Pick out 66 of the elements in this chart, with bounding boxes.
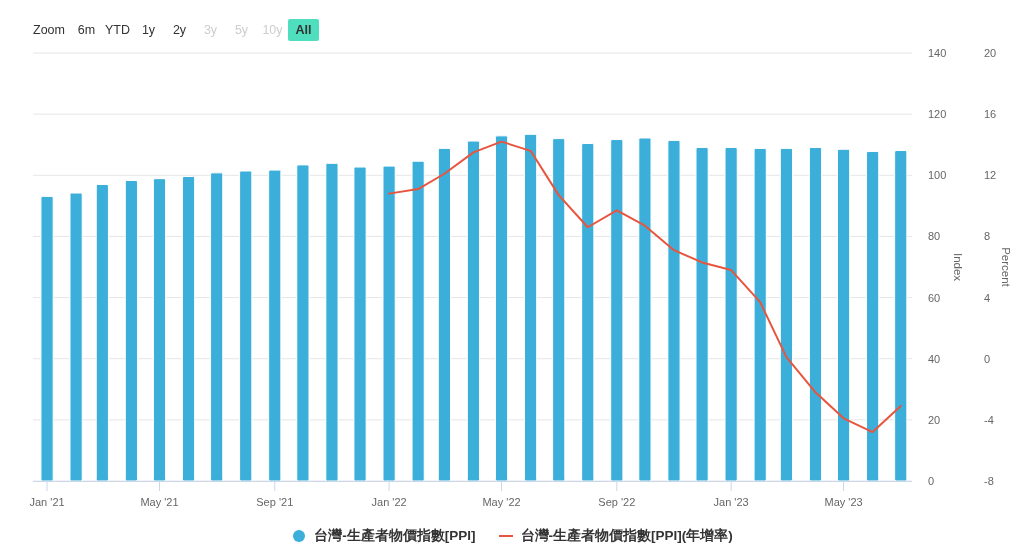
y2-tick-label: 12 — [984, 169, 997, 182]
x-tick-label: May '23 — [824, 496, 863, 508]
bar — [836, 148, 851, 482]
bar — [325, 162, 339, 482]
x-tick-label: May '21 — [140, 496, 179, 508]
bar — [296, 164, 310, 482]
y-tick-label: 100 — [928, 169, 947, 182]
bar — [724, 146, 738, 482]
bar — [382, 165, 396, 482]
x-tick-label: Jan '23 — [713, 496, 749, 508]
bar — [181, 176, 196, 482]
bar — [552, 138, 566, 482]
y-tick-label: 80 — [928, 230, 941, 243]
bar — [866, 150, 880, 482]
y2-tick-label: 0 — [984, 352, 991, 365]
x-tick-label: May '22 — [482, 496, 521, 508]
y2-tick-label: 16 — [984, 108, 997, 121]
x-tick-label: Sep '22 — [598, 496, 636, 508]
bar — [40, 195, 54, 482]
bar — [411, 160, 425, 482]
y-tick-label: 20 — [928, 413, 941, 426]
y2-tick-label: 20 — [984, 47, 997, 59]
bar — [437, 147, 451, 482]
bar — [210, 172, 224, 482]
bar — [610, 139, 624, 482]
y-tick-label: 40 — [928, 352, 941, 365]
range-button[interactable]: 2y — [172, 23, 187, 37]
bar — [695, 146, 709, 482]
x-tick-label: Sep '21 — [256, 496, 294, 508]
bar — [894, 150, 908, 482]
y2-tick-label: -4 — [984, 413, 994, 426]
bar — [779, 147, 794, 482]
y-tick-label: 60 — [928, 291, 941, 304]
y-tick-label: 140 — [928, 47, 947, 59]
bar — [581, 142, 595, 482]
range-button[interactable]: 6m — [77, 23, 96, 37]
x-tick-label: Jan '21 — [29, 496, 65, 508]
bar — [753, 147, 767, 482]
bar — [494, 135, 509, 482]
bar — [353, 166, 367, 482]
y2-tick-label: 4 — [984, 291, 991, 304]
bar — [466, 140, 481, 482]
range-button[interactable]: 1y — [141, 23, 156, 37]
x-tick-label: Jan '22 — [371, 496, 407, 508]
y2-tick-label: 8 — [984, 230, 991, 243]
line-series — [388, 140, 902, 434]
zoom-label: Zoom — [33, 23, 65, 37]
y-tick-label: 120 — [928, 108, 947, 121]
bar — [69, 192, 83, 482]
y-tick-label: 0 — [928, 475, 935, 487]
bar — [239, 170, 253, 482]
bar — [638, 137, 652, 482]
bar — [667, 139, 681, 482]
y2-axis-title: Percent — [1000, 247, 1012, 288]
bar — [152, 178, 167, 482]
legend-label: 台灣-生產者物價指數[PPI](年增率) — [520, 527, 733, 545]
bar — [268, 169, 282, 482]
bar — [95, 183, 109, 482]
legend-label: 台灣-生產者物價指數[PPI] — [314, 527, 476, 545]
bar — [524, 133, 538, 482]
range-button[interactable]: All — [288, 19, 319, 41]
range-button[interactable]: YTD — [105, 23, 130, 37]
bar — [808, 146, 823, 482]
y-axis-title: Index — [952, 252, 964, 282]
bar — [124, 179, 138, 482]
y2-tick-label: -8 — [984, 475, 994, 487]
